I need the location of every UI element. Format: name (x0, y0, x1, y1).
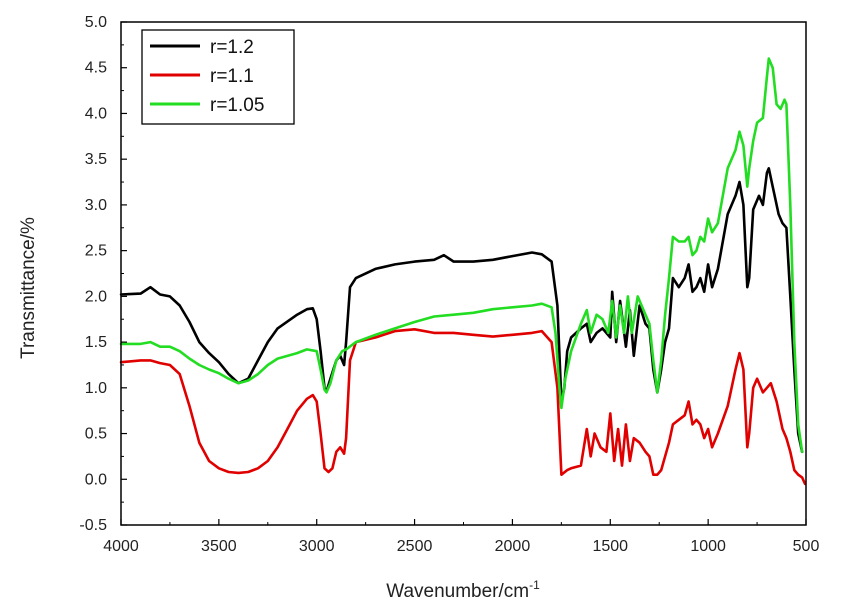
y-tick-label: 4.5 (85, 60, 107, 77)
y-tick-label: 1.5 (85, 334, 107, 351)
legend-label-0: r=1.2 (210, 37, 254, 58)
y-tick-label: 2.0 (85, 288, 107, 305)
x-axis-title: Wavenumber/cm-1 (386, 578, 540, 602)
x-tick-label: 2500 (397, 538, 433, 555)
y-tick-label: -0.5 (79, 517, 107, 534)
x-tick-label: 2000 (495, 538, 531, 555)
y-axis-ticks: -0.5 0.0 0.5 1.0 1.5 2.0 2.5 3.0 3.5 4.0 4.5 5.0 (79, 14, 127, 534)
legend: r=1.2 r=1.1 r=1.05 (141, 29, 295, 125)
series-layer (119, 57, 807, 486)
y-tick-label: 0.0 (85, 471, 107, 488)
legend-label-1: r=1.1 (210, 66, 254, 87)
y-tick-label: 4.0 (85, 105, 107, 122)
x-tick-label: 3000 (299, 538, 335, 555)
x-tick-label: 1500 (592, 538, 628, 555)
x-tick-label: 1000 (690, 538, 726, 555)
y-tick-label: 3.0 (85, 197, 107, 214)
series-line-2 (119, 57, 804, 454)
y-axis-title: Transmittance/% (18, 217, 39, 359)
x-tick-label: 500 (793, 538, 820, 555)
legend-label-2: r=1.05 (210, 95, 264, 116)
series-line-0 (119, 167, 804, 454)
series-line-1 (119, 328, 807, 486)
x-axis-ticks: 4000 3500 3000 2500 2000 1500 1000 500 (103, 519, 819, 555)
y-tick-label: 2.5 (85, 243, 107, 260)
x-tick-label: 4000 (103, 538, 139, 555)
x-tick-label: 3500 (201, 538, 237, 555)
y-tick-label: 5.0 (85, 14, 107, 31)
y-tick-label: 0.5 (85, 426, 107, 443)
y-tick-label: 3.5 (85, 151, 107, 168)
y-tick-label: 1.0 (85, 380, 107, 397)
